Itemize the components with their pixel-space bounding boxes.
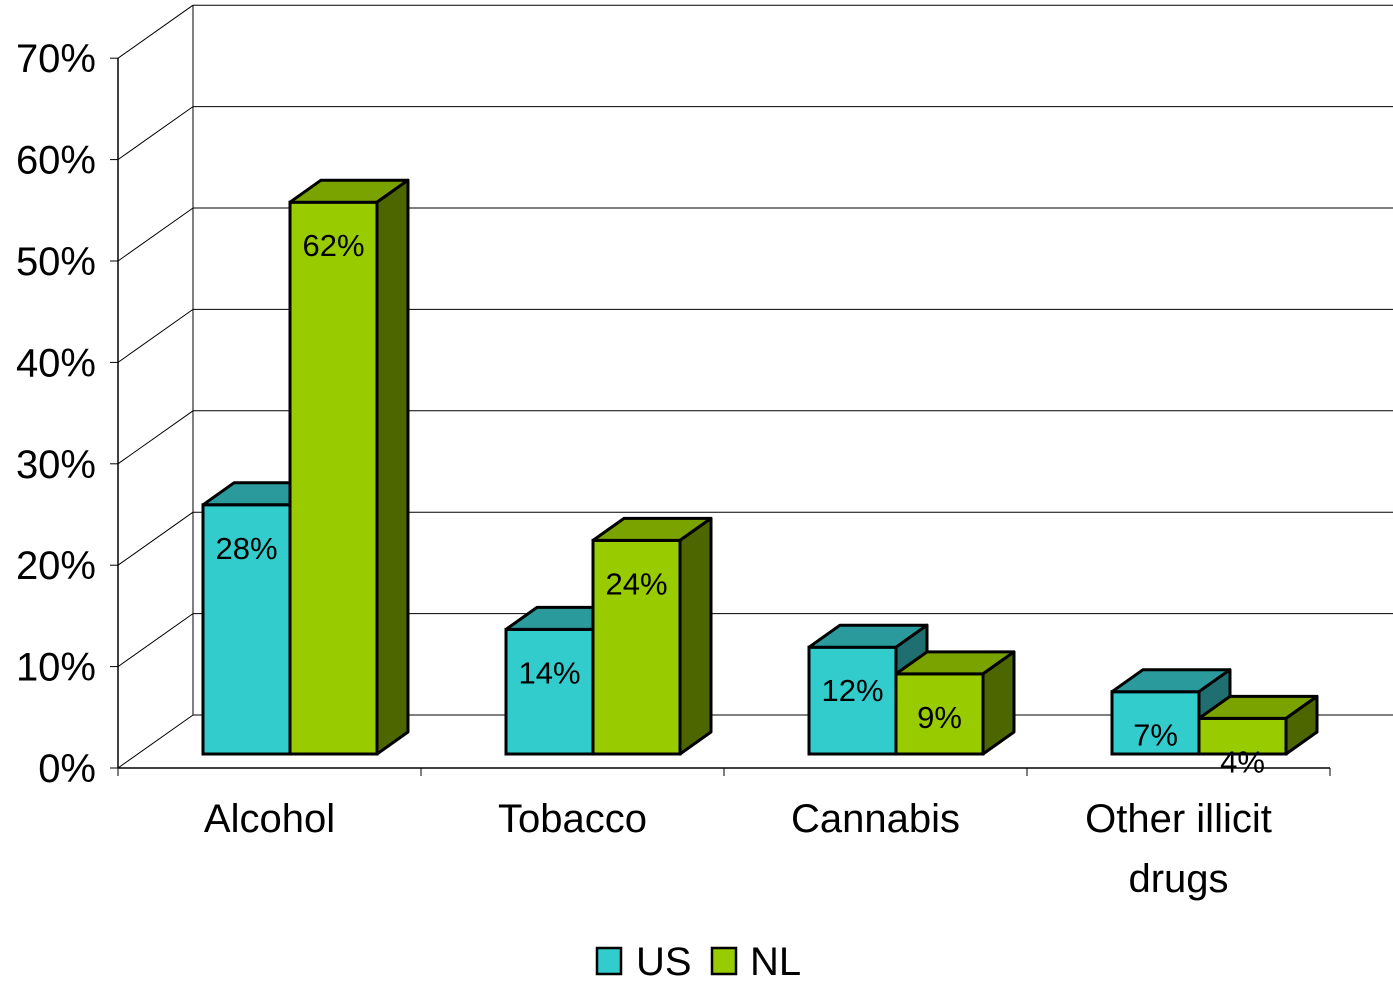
gridline-side (117, 613, 194, 668)
data-label-nl: 24% (605, 566, 667, 601)
gridline-side (117, 410, 194, 465)
y-tick-label: 40% (16, 341, 96, 385)
gridline-side (117, 511, 194, 566)
bar-nl (288, 178, 410, 756)
bar-nl (1197, 694, 1319, 756)
legend: US NL (595, 940, 801, 984)
legend-swatch-us (595, 946, 623, 976)
data-label-us: 12% (821, 673, 883, 708)
legend-label-nl: NL (750, 940, 801, 984)
bar-front (894, 672, 985, 756)
gridline-side (117, 207, 194, 262)
legend-label-us: US (636, 940, 692, 984)
gridline-side (117, 4, 194, 59)
bar-side (1284, 694, 1319, 756)
data-label-nl: 4% (1220, 744, 1265, 779)
data-label-us: 7% (1133, 718, 1178, 753)
y-tick-label: 50% (16, 240, 96, 284)
bars (201, 178, 1319, 756)
bar-side (981, 650, 1016, 756)
bar-front (504, 627, 595, 756)
y-tick-label: 60% (16, 139, 96, 183)
legend-swatch-nl (710, 946, 738, 976)
y-tick-label: 20% (16, 544, 96, 588)
bar-front (288, 200, 379, 756)
y-tick-label: 70% (16, 37, 96, 81)
data-label-us: 14% (518, 655, 580, 690)
gridline-side (117, 714, 194, 769)
x-category-label: Alcohol (204, 797, 335, 841)
bar-side (375, 178, 410, 756)
y-tick-label: 0% (38, 747, 96, 791)
gridline-side (117, 308, 194, 363)
data-label-nl: 62% (302, 228, 364, 263)
x-category-label: Other illicit (1085, 797, 1272, 841)
x-category-label: Cannabis (791, 797, 960, 841)
axes: 0% 10% 20% 30% 40% 50% 60% 70% Alcohol Tobacco Can… (16, 37, 1331, 901)
gridline-side (117, 106, 194, 161)
labels: 28% 14% 12% 7% 62% 24% 9% 4% (215, 228, 1264, 779)
bar-side (678, 516, 713, 756)
x-category-label: Tobacco (498, 797, 647, 841)
data-label-us: 28% (215, 531, 277, 566)
y-tick-label: 30% (16, 443, 96, 487)
data-label-nl: 9% (917, 700, 962, 735)
x-category-label: drugs (1128, 857, 1228, 901)
bar-nl (894, 650, 1016, 756)
bar-nl (591, 516, 713, 756)
bar-front (591, 538, 682, 756)
y-tick-label: 10% (16, 646, 96, 690)
